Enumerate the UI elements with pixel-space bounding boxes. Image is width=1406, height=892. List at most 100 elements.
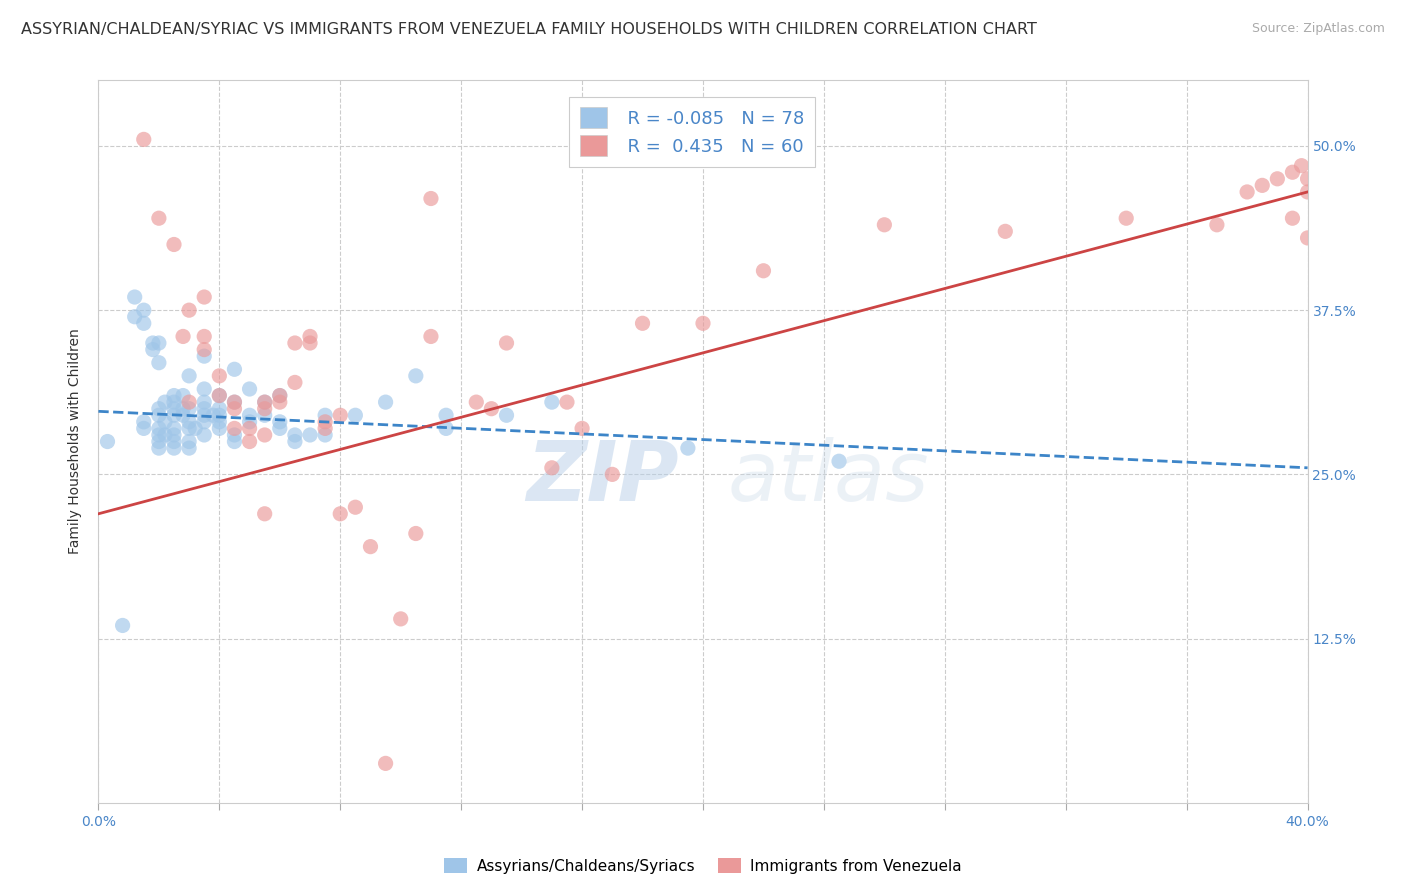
Point xyxy=(405,526,427,541)
Point xyxy=(224,421,246,435)
Point xyxy=(124,290,146,304)
Point xyxy=(193,349,215,363)
Point xyxy=(329,409,352,423)
Point xyxy=(148,428,170,442)
Point xyxy=(253,395,276,409)
Point xyxy=(329,507,352,521)
Point xyxy=(163,401,186,416)
Point xyxy=(495,336,517,351)
Point xyxy=(828,454,851,468)
Point xyxy=(540,460,562,475)
Point xyxy=(253,401,276,416)
Point xyxy=(208,409,231,423)
Point xyxy=(239,415,262,429)
Point xyxy=(142,343,165,357)
Point xyxy=(148,434,170,449)
Point xyxy=(602,467,624,482)
Point xyxy=(555,395,578,409)
Point xyxy=(873,218,896,232)
Point xyxy=(314,428,336,442)
Legend: Assyrians/Chaldeans/Syriacs, Immigrants from Venezuela: Assyrians/Chaldeans/Syriacs, Immigrants … xyxy=(439,852,967,880)
Point xyxy=(994,224,1017,238)
Point xyxy=(124,310,146,324)
Point xyxy=(284,376,307,390)
Point xyxy=(184,421,207,435)
Point xyxy=(405,368,427,383)
Point xyxy=(420,192,443,206)
Point xyxy=(208,421,231,435)
Point xyxy=(465,395,488,409)
Point xyxy=(239,409,262,423)
Point xyxy=(360,540,382,554)
Point xyxy=(172,329,194,343)
Point xyxy=(153,395,176,409)
Point xyxy=(239,382,262,396)
Point xyxy=(571,421,593,435)
Point xyxy=(420,329,443,343)
Point xyxy=(1296,185,1319,199)
Point xyxy=(224,362,246,376)
Point xyxy=(239,421,262,435)
Point xyxy=(208,388,231,402)
Point xyxy=(179,395,201,409)
Point xyxy=(434,409,457,423)
Point xyxy=(148,409,170,423)
Point xyxy=(163,421,186,435)
Point xyxy=(299,329,322,343)
Point xyxy=(163,434,186,449)
Point xyxy=(1281,165,1303,179)
Point xyxy=(495,409,517,423)
Point xyxy=(631,316,654,330)
Point xyxy=(253,409,276,423)
Point xyxy=(96,434,118,449)
Point xyxy=(179,401,201,416)
Point xyxy=(179,421,201,435)
Point xyxy=(1115,211,1137,226)
Point xyxy=(179,415,201,429)
Point xyxy=(172,388,194,402)
Point xyxy=(284,434,307,449)
Point xyxy=(132,303,155,318)
Point xyxy=(253,428,276,442)
Point xyxy=(269,421,291,435)
Point xyxy=(299,428,322,442)
Point xyxy=(202,409,225,423)
Point xyxy=(299,336,322,351)
Point xyxy=(314,409,336,423)
Point xyxy=(389,612,412,626)
Point xyxy=(284,336,307,351)
Point xyxy=(269,415,291,429)
Point xyxy=(224,395,246,409)
Text: ASSYRIAN/CHALDEAN/SYRIAC VS IMMIGRANTS FROM VENEZUELA FAMILY HOUSEHOLDS WITH CHI: ASSYRIAN/CHALDEAN/SYRIAC VS IMMIGRANTS F… xyxy=(21,22,1038,37)
Point xyxy=(163,409,186,423)
Point xyxy=(148,336,170,351)
Point xyxy=(179,434,201,449)
Point xyxy=(193,395,215,409)
Point xyxy=(224,434,246,449)
Point xyxy=(1296,231,1319,245)
Text: ZIP: ZIP xyxy=(526,437,679,518)
Point xyxy=(481,401,503,416)
Point xyxy=(142,336,165,351)
Y-axis label: Family Households with Children: Family Households with Children xyxy=(69,328,83,555)
Point xyxy=(193,415,215,429)
Point xyxy=(172,409,194,423)
Point xyxy=(148,401,170,416)
Point xyxy=(208,415,231,429)
Point xyxy=(179,368,201,383)
Point xyxy=(208,401,231,416)
Point xyxy=(1206,218,1229,232)
Point xyxy=(253,507,276,521)
Point xyxy=(193,428,215,442)
Text: atlas: atlas xyxy=(727,437,929,518)
Point xyxy=(193,343,215,357)
Point xyxy=(163,388,186,402)
Point xyxy=(172,401,194,416)
Point xyxy=(153,415,176,429)
Point xyxy=(163,395,186,409)
Point xyxy=(111,618,134,632)
Point xyxy=(132,415,155,429)
Point xyxy=(1281,211,1303,226)
Point xyxy=(193,401,215,416)
Point xyxy=(224,428,246,442)
